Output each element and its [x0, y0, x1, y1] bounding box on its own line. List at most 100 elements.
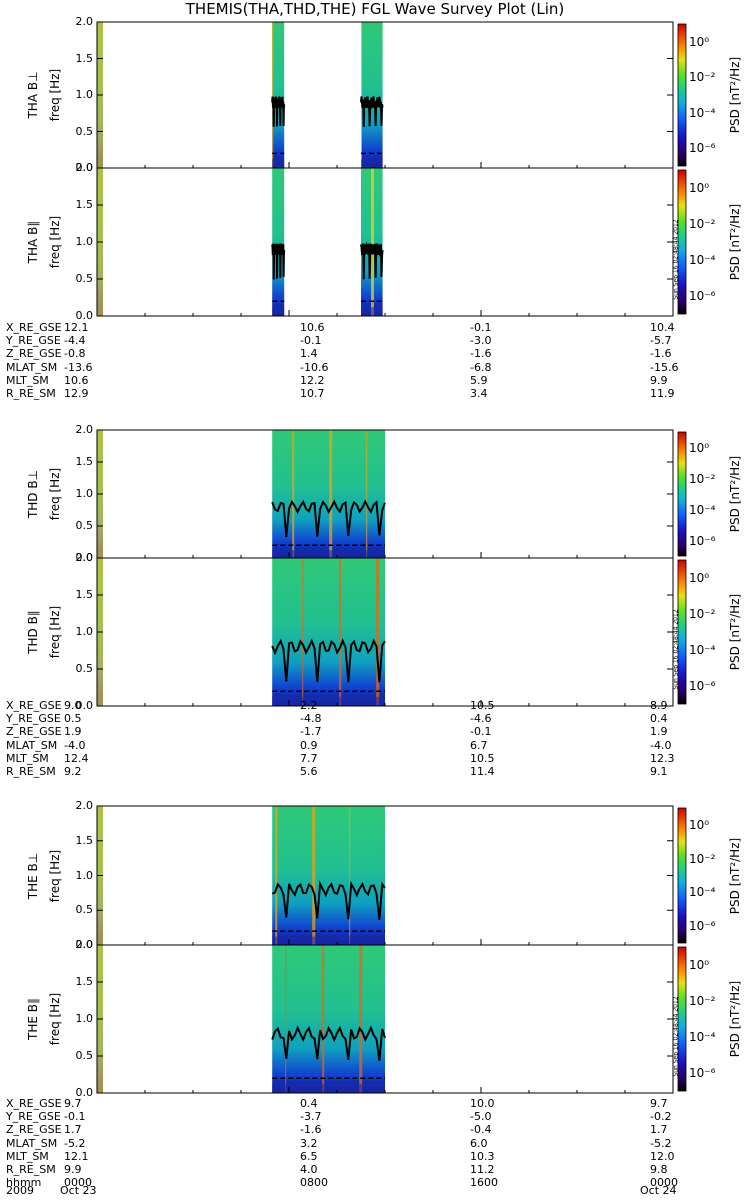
ephemeris-value: 0.9	[300, 738, 318, 752]
y-tick-label: 0.5	[75, 903, 94, 917]
ephemeris-value: 9.9	[64, 1163, 82, 1176]
ephemeris-value: -5.7	[650, 334, 672, 348]
ephemeris-value: 11.9	[650, 387, 675, 400]
ephemeris-value: 1600	[470, 1176, 498, 1190]
ephemeris-value: 10.7	[300, 387, 325, 400]
colorbar-label: PSD [nT²/Hz]	[728, 56, 742, 134]
ephemeris-param-name: hhmm	[6, 1176, 42, 1190]
colorbar-label: PSD [nT²/Hz]	[728, 203, 742, 281]
ephemeris-value: 12.0	[650, 1149, 675, 1163]
ephemeris-value: -0.4	[470, 1123, 492, 1137]
colorbar-tick-label: 10⁰	[689, 571, 710, 585]
ephemeris-value: 12.3	[650, 751, 675, 765]
ephemeris-row: R_RE_SM 9.9 4.0 11.2 9.8	[0, 1163, 750, 1176]
panel-label: THE B⊥	[26, 852, 40, 899]
ephemeris-value: 3.4	[470, 387, 488, 400]
colorbar-tick-label: 10⁻⁶	[689, 919, 716, 934]
spectral-streak	[312, 806, 316, 945]
ephemeris-row: Z_RE_GSE 1.9 -1.7 -0.1 1.9	[0, 725, 750, 738]
year-label: 2009	[6, 1184, 34, 1197]
panel-label: THD B⊥	[26, 469, 40, 519]
low-freq-band	[272, 307, 285, 316]
panel-label: THA B∥	[26, 220, 40, 264]
spectral-streak	[292, 430, 295, 558]
panel-label: THE B∥	[26, 998, 40, 1040]
ephemeris-row: MLT_SM 10.6 12.2 5.9 9.9	[0, 374, 750, 387]
y-tick-label: 0.0	[75, 938, 94, 951]
fce-line	[271, 880, 386, 921]
y-tick-label: 1.5	[75, 588, 94, 601]
ephemeris-param-name: MLAT_SM	[6, 1136, 58, 1150]
ephemeris-value: -0.8	[64, 347, 86, 361]
spectrogram-block	[272, 22, 285, 168]
ephemeris-value: 10.5	[470, 699, 495, 712]
ephemeris-value: -10.6	[300, 360, 329, 374]
ephemeris-value: 6.0	[470, 1136, 488, 1150]
colorbar-tick-label: 10⁰	[689, 181, 710, 195]
ephemeris-value: -4.6	[470, 712, 492, 726]
ephemeris-value: -1.7	[300, 725, 322, 739]
ephemeris-param-name: Z_RE_GSE	[6, 1123, 62, 1137]
ephemeris-value: 0800	[300, 1176, 328, 1190]
y-tick-label: 0.0	[75, 551, 94, 564]
colorbar-tick-label: 10⁰	[689, 958, 710, 972]
end-date-label: Oct 24	[640, 1184, 677, 1197]
y-tick-label: 1.0	[75, 1012, 94, 1025]
fce-line	[271, 96, 286, 127]
ephemeris-value: -0.1	[64, 1110, 86, 1124]
ephemeris-param-name: Y_RE_GSE	[6, 712, 61, 726]
spectrogram-block	[361, 22, 383, 168]
ephemeris-value: 0.4	[650, 712, 668, 726]
ephemeris-value: 10.6	[300, 321, 325, 334]
ephemeris-value: 1.9	[64, 725, 82, 739]
panel-frame	[96, 21, 674, 169]
panel-label: THA B⊥	[26, 71, 40, 119]
colorbar-label: PSD [nT²/Hz]	[728, 593, 742, 671]
generation-stamp: Sun Sep 16 02:48:44 2012	[672, 609, 680, 690]
ephemeris-row: Z_RE_GSE 1.7 -1.6 -0.4 1.7	[0, 1123, 750, 1136]
ephemeris-row: X_RE_GSE 9.7 0.4 10.0 9.7	[0, 1097, 750, 1110]
y-axis-label: freq [Hz]	[48, 68, 62, 122]
colorbar-tick-label: 10⁻⁶	[689, 679, 716, 693]
spectrogram-block	[272, 168, 285, 316]
ephemeris-value: 9.8	[650, 1163, 668, 1176]
ephemeris-param-name: Z_RE_GSE	[6, 347, 62, 361]
spectral-streak	[285, 945, 287, 1093]
ephemeris-row: Y_RE_GSE -4.4 -0.1 -3.0 -5.7	[0, 334, 750, 347]
ephemeris-value: 10.3	[470, 1149, 495, 1163]
low-freq-band	[272, 1084, 385, 1093]
ephemeris-value: 5.6	[300, 765, 318, 778]
ephemeris-value: 8.9	[650, 699, 668, 712]
colorbar	[677, 23, 687, 167]
colorbar	[677, 169, 687, 315]
ephemeris-value: -4.8	[300, 712, 322, 726]
panel-frame	[96, 167, 674, 317]
spectral-streak	[359, 945, 363, 1093]
colorbar-tick-label: 10⁻⁴	[689, 105, 716, 120]
spectrogram-block	[272, 558, 385, 706]
spectral-streak	[371, 168, 374, 316]
ephemeris-row: Z_RE_GSE -0.8 1.4 -1.6 -1.6	[0, 347, 750, 360]
start-date-label: Oct 23	[60, 1184, 97, 1197]
y-tick-label: 2.0	[75, 161, 94, 174]
ephemeris-param-name: X_RE_GSE	[6, 699, 62, 712]
fce-line	[271, 638, 386, 683]
spectral-streak	[366, 430, 368, 558]
y-tick-label: 1.0	[75, 487, 94, 500]
ephemeris-param-name: MLT_SM	[6, 373, 49, 387]
ephemeris-value: 10.4	[650, 321, 675, 334]
ephemeris-param-name: MLAT_SM	[6, 738, 58, 752]
y-tick-label: 0.0	[75, 309, 94, 322]
ephemeris-value: -0.1	[300, 334, 322, 348]
ephemeris-value: 1.9	[650, 725, 668, 739]
ephemeris-value: -3.7	[300, 1110, 322, 1124]
spectral-streak	[275, 806, 278, 945]
y-axis-label: freq [Hz]	[48, 992, 62, 1046]
ephemeris-param-name: Y_RE_GSE	[6, 334, 61, 348]
y-tick-label: 2.0	[75, 551, 94, 564]
y-tick-label: 1.5	[75, 975, 94, 988]
colorbar-tick-label: 10⁻⁴	[689, 502, 716, 517]
colorbar	[677, 431, 687, 557]
ephemeris-value: 0.4	[300, 1097, 318, 1110]
